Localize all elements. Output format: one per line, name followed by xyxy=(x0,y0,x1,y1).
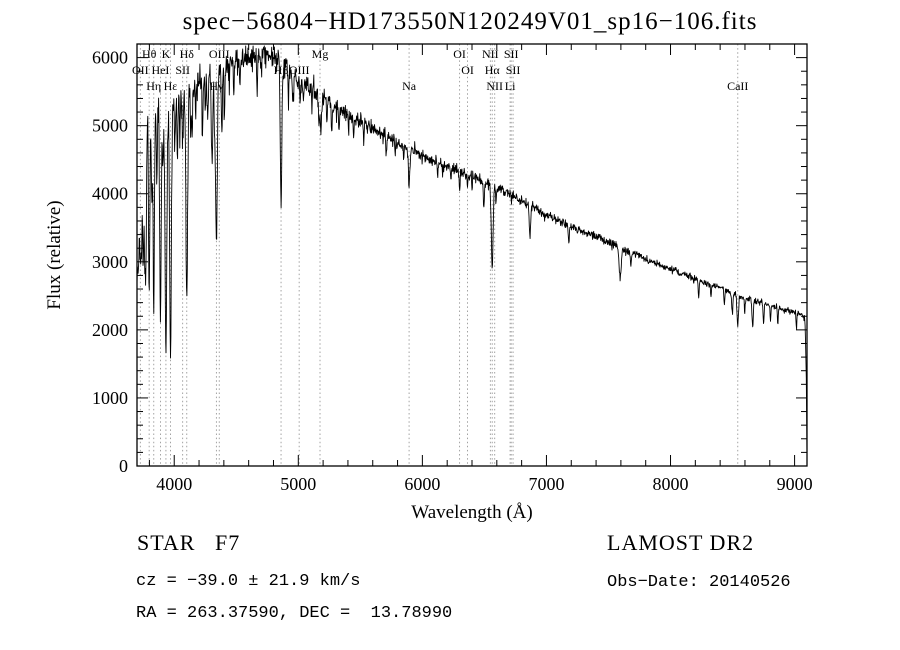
ra-dec-text: RA = 263.37590, DEC = 13.78990 xyxy=(136,604,453,623)
x-axis-label: Wavelength (Å) xyxy=(411,502,533,523)
axis-ticks: 4000 5000 6000 7000 8000 9000 0 1000 2000 3000 400… xyxy=(92,44,813,494)
spectral-line-label: Hδ xyxy=(180,47,195,61)
x-tick-label: 9000 xyxy=(777,474,813,494)
spectrum-curve xyxy=(136,45,808,456)
y-tick-label: 4000 xyxy=(92,184,128,204)
spectral-line-label: SII xyxy=(506,63,521,77)
spectral-line-label: SII xyxy=(175,63,190,77)
spectral-line-label: K xyxy=(162,47,171,61)
spectral-line-label: SII xyxy=(504,47,519,61)
plot-title: spec−56804−HD173550N120249V01_sp16−106.f… xyxy=(182,8,758,35)
spectral-line-label: Mg xyxy=(312,47,329,61)
survey-release-text: LAMOST DR2 xyxy=(607,530,755,555)
x-tick-label: 6000 xyxy=(404,474,440,494)
y-tick-label: 0 xyxy=(119,456,128,476)
spectral-line-label: CaII xyxy=(727,79,748,93)
y-axis-label: Flux (relative) xyxy=(44,200,65,310)
spectral-line-label: Hγ xyxy=(209,79,224,93)
spectral-line-markers xyxy=(139,44,739,466)
object-class-text: STAR F7 xyxy=(137,530,241,555)
spectral-line-label: Hε xyxy=(164,79,178,93)
y-tick-label: 2000 xyxy=(92,320,128,340)
spectral-line-label: OI xyxy=(461,63,474,77)
radial-velocity-text: cz = −39.0 ± 21.9 km/s xyxy=(136,572,361,591)
spectral-line-label: OII xyxy=(132,63,149,77)
spectral-line-label: OI xyxy=(453,47,466,61)
x-tick-label: 5000 xyxy=(280,474,316,494)
y-tick-label: 5000 xyxy=(92,116,128,136)
spectral-line-label: HeI xyxy=(151,63,169,77)
x-tick-label: 4000 xyxy=(156,474,192,494)
spectral-line-label: OIII xyxy=(209,47,230,61)
y-tick-label: 6000 xyxy=(92,48,128,68)
spectral-line-label: Na xyxy=(402,79,417,93)
y-tick-label: 3000 xyxy=(92,252,128,272)
spectral-line-label: Li xyxy=(505,79,516,93)
obs-date-text: Obs−Date: 20140526 xyxy=(607,573,791,592)
x-tick-label: 8000 xyxy=(653,474,689,494)
spectral-line-label: Hη xyxy=(146,79,161,93)
y-tick-label: 1000 xyxy=(92,388,128,408)
spectral-line-label: OIII xyxy=(289,63,310,77)
spectral-line-label: NII xyxy=(482,47,499,61)
spectral-line-label: Hβ xyxy=(274,63,289,77)
spectral-line-label: Hθ xyxy=(142,47,157,61)
spectral-line-label: NII xyxy=(486,79,503,93)
plot-box xyxy=(136,43,808,467)
x-tick-label: 7000 xyxy=(528,474,564,494)
spectral-line-label: Hα xyxy=(485,63,501,77)
